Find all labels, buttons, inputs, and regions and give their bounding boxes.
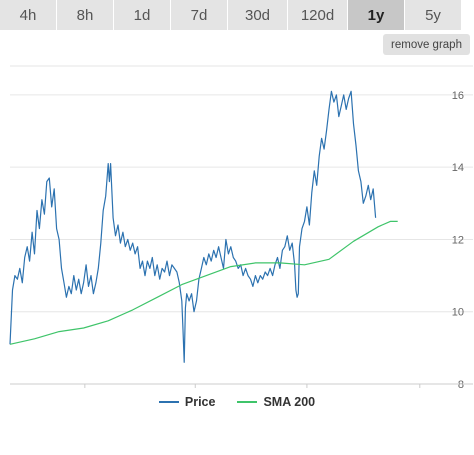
y-tick-label: 8 xyxy=(458,379,464,391)
price-series-line xyxy=(9,90,377,363)
legend-item-price[interactable]: Price xyxy=(158,392,216,412)
tab-8h[interactable]: 8h xyxy=(57,0,113,30)
x-tick-label: Apr '25 xyxy=(178,391,213,392)
x-tick-label: Jul '25 xyxy=(291,391,322,392)
tab-1y[interactable]: 1y xyxy=(348,0,404,30)
x-tick-label: Jan '25 xyxy=(67,391,102,392)
remove-graph-button[interactable]: remove graph xyxy=(383,34,470,55)
sma-swatch xyxy=(237,401,258,403)
tab-7d[interactable]: 7d xyxy=(171,0,227,30)
y-tick-label: 16 xyxy=(452,90,464,102)
chart-legend: Price SMA 200 xyxy=(0,392,474,412)
tab-4h[interactable]: 4h xyxy=(0,0,56,30)
price-swatch xyxy=(158,401,179,403)
y-tick-label: 14 xyxy=(452,162,464,174)
tab-120d[interactable]: 120d xyxy=(288,0,347,30)
y-tick-label: 10 xyxy=(452,307,464,319)
legend-item-sma[interactable]: SMA 200 xyxy=(237,392,315,412)
price-chart: 8 10 12 14 16 Jan '25 Apr '25 Jul '25 Oct '25 xyxy=(9,65,473,392)
tab-30d[interactable]: 30d xyxy=(228,0,287,30)
tab-1d[interactable]: 1d xyxy=(114,0,170,30)
legend-sma-label: SMA 200 xyxy=(263,395,316,409)
timeframe-tabs: 4h 8h 1d 7d 30d 120d 1y 5y xyxy=(0,0,474,30)
sma-series-line xyxy=(9,220,398,345)
legend-price-label: Price xyxy=(184,395,216,409)
y-tick-label: 12 xyxy=(452,234,464,246)
tab-5y[interactable]: 5y xyxy=(405,0,461,30)
x-tick-label: Oct '25 xyxy=(403,391,438,392)
